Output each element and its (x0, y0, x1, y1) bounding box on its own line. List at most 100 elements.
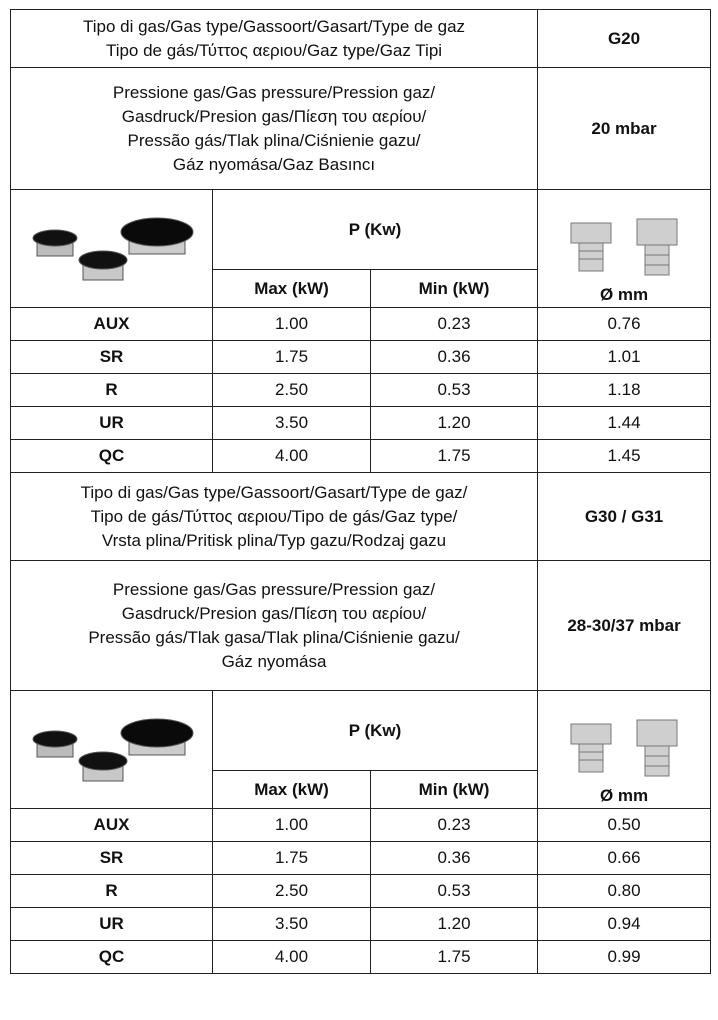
cell-text: 2.50 (275, 380, 308, 399)
cell-text: G20 (608, 29, 640, 48)
cell: G30 / G31 (538, 473, 711, 561)
cell (11, 691, 213, 809)
cell: 1.18 (538, 374, 711, 407)
cell-text: Ø mm (600, 786, 648, 805)
cell: 3.50 (213, 908, 371, 941)
cell: Ø mm (538, 691, 711, 809)
cell: 0.94 (538, 908, 711, 941)
cell-text: Tipo di gas/Gas type/Gassoort/Gasart/Typ… (81, 483, 468, 550)
cell: 20 mbar (538, 68, 711, 190)
cell: Max (kW) (213, 771, 371, 809)
data-row: QC 4.00 1.75 0.99 (11, 941, 711, 974)
cell-text: AUX (94, 815, 130, 834)
cell-text: Max (kW) (254, 279, 329, 298)
cell-text: 0.99 (607, 947, 640, 966)
cell: Pressione gas/Gas pressure/Pression gaz/… (11, 561, 538, 691)
cell: UR (11, 407, 213, 440)
cell-text: SR (100, 848, 124, 867)
cell-text: Max (kW) (254, 780, 329, 799)
data-row: R 2.50 0.53 0.80 (11, 875, 711, 908)
cell: 1.45 (538, 440, 711, 473)
cell: 0.76 (538, 308, 711, 341)
cell: 1.20 (371, 407, 538, 440)
cell-text: P (Kw) (349, 220, 402, 239)
cell: R (11, 374, 213, 407)
cell-text: 1.20 (437, 914, 470, 933)
cell: QC (11, 941, 213, 974)
power-header-row: P (Kw)Ø mm (11, 691, 711, 771)
cell: 28-30/37 mbar (538, 561, 711, 691)
cell-text: G30 / G31 (585, 507, 663, 526)
cell-text: 1.18 (607, 380, 640, 399)
cell-text: 0.76 (607, 314, 640, 333)
cell: P (Kw) (213, 691, 538, 771)
gas-type-row: Tipo di gas/Gas type/Gassoort/Gasart/Typ… (11, 10, 711, 68)
cell: SR (11, 842, 213, 875)
cell: 1.75 (213, 842, 371, 875)
pressure-row: Pressione gas/Gas pressure/Pression gaz/… (11, 68, 711, 190)
cell: Max (kW) (213, 270, 371, 308)
data-row: UR 3.50 1.20 0.94 (11, 908, 711, 941)
cell: 0.36 (371, 842, 538, 875)
cell-text: SR (100, 347, 124, 366)
cell: SR (11, 341, 213, 374)
cell: 0.66 (538, 842, 711, 875)
cell: 1.20 (371, 908, 538, 941)
data-row: SR 1.75 0.36 1.01 (11, 341, 711, 374)
cell-text: Ø mm (600, 285, 648, 304)
cell: 1.00 (213, 809, 371, 842)
cell: Ø mm (538, 190, 711, 308)
cell-text: 1.75 (437, 947, 470, 966)
data-row: R 2.50 0.53 1.18 (11, 374, 711, 407)
cell-text: 2.50 (275, 881, 308, 900)
cell: 0.99 (538, 941, 711, 974)
cell-text: AUX (94, 314, 130, 333)
cell: 1.75 (371, 941, 538, 974)
cell-text: 3.50 (275, 413, 308, 432)
cell-text: 1.45 (607, 446, 640, 465)
cell-text: 28-30/37 mbar (567, 616, 680, 635)
cell: 0.53 (371, 875, 538, 908)
cell: QC (11, 440, 213, 473)
data-row: QC 4.00 1.75 1.45 (11, 440, 711, 473)
cell-text: R (105, 881, 117, 900)
cell-text: 0.23 (437, 314, 470, 333)
cell-text: 0.80 (607, 881, 640, 900)
cell-text: UR (99, 413, 124, 432)
cell: 2.50 (213, 875, 371, 908)
cell: 4.00 (213, 941, 371, 974)
cell (11, 190, 213, 308)
cell: 0.80 (538, 875, 711, 908)
cell-text: 20 mbar (591, 119, 656, 138)
cell: AUX (11, 809, 213, 842)
cell: UR (11, 908, 213, 941)
cell: G20 (538, 10, 711, 68)
cell-text: 1.00 (275, 314, 308, 333)
cell-text: UR (99, 914, 124, 933)
cell-text: 1.01 (607, 347, 640, 366)
cell-text: Tipo di gas/Gas type/Gassoort/Gasart/Typ… (83, 17, 465, 60)
cell-text: 1.75 (437, 446, 470, 465)
cell: 0.36 (371, 341, 538, 374)
cell: AUX (11, 308, 213, 341)
power-header-row: P (Kw)Ø mm (11, 190, 711, 270)
cell-text: 3.50 (275, 914, 308, 933)
cell: 1.75 (213, 341, 371, 374)
cell-text: 4.00 (275, 446, 308, 465)
cell: 0.53 (371, 374, 538, 407)
cell: 1.44 (538, 407, 711, 440)
cell-text: 0.94 (607, 914, 640, 933)
cell: 4.00 (213, 440, 371, 473)
data-row: AUX 1.00 0.23 0.50 (11, 809, 711, 842)
cell-text: 0.36 (437, 347, 470, 366)
cell-text: 0.23 (437, 815, 470, 834)
pressure-row: Pressione gas/Gas pressure/Pression gaz/… (11, 561, 711, 691)
cell-text: 4.00 (275, 947, 308, 966)
cell-text: Min (kW) (419, 780, 490, 799)
cell-text: Min (kW) (419, 279, 490, 298)
cell: 0.50 (538, 809, 711, 842)
cell: P (Kw) (213, 190, 538, 270)
cell-text: 1.00 (275, 815, 308, 834)
